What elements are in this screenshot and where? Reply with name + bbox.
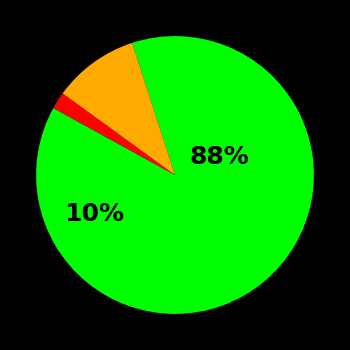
Wedge shape [53,93,175,175]
Wedge shape [63,43,175,175]
Wedge shape [36,36,314,314]
Text: 88%: 88% [190,145,249,169]
Text: 10%: 10% [64,202,125,226]
